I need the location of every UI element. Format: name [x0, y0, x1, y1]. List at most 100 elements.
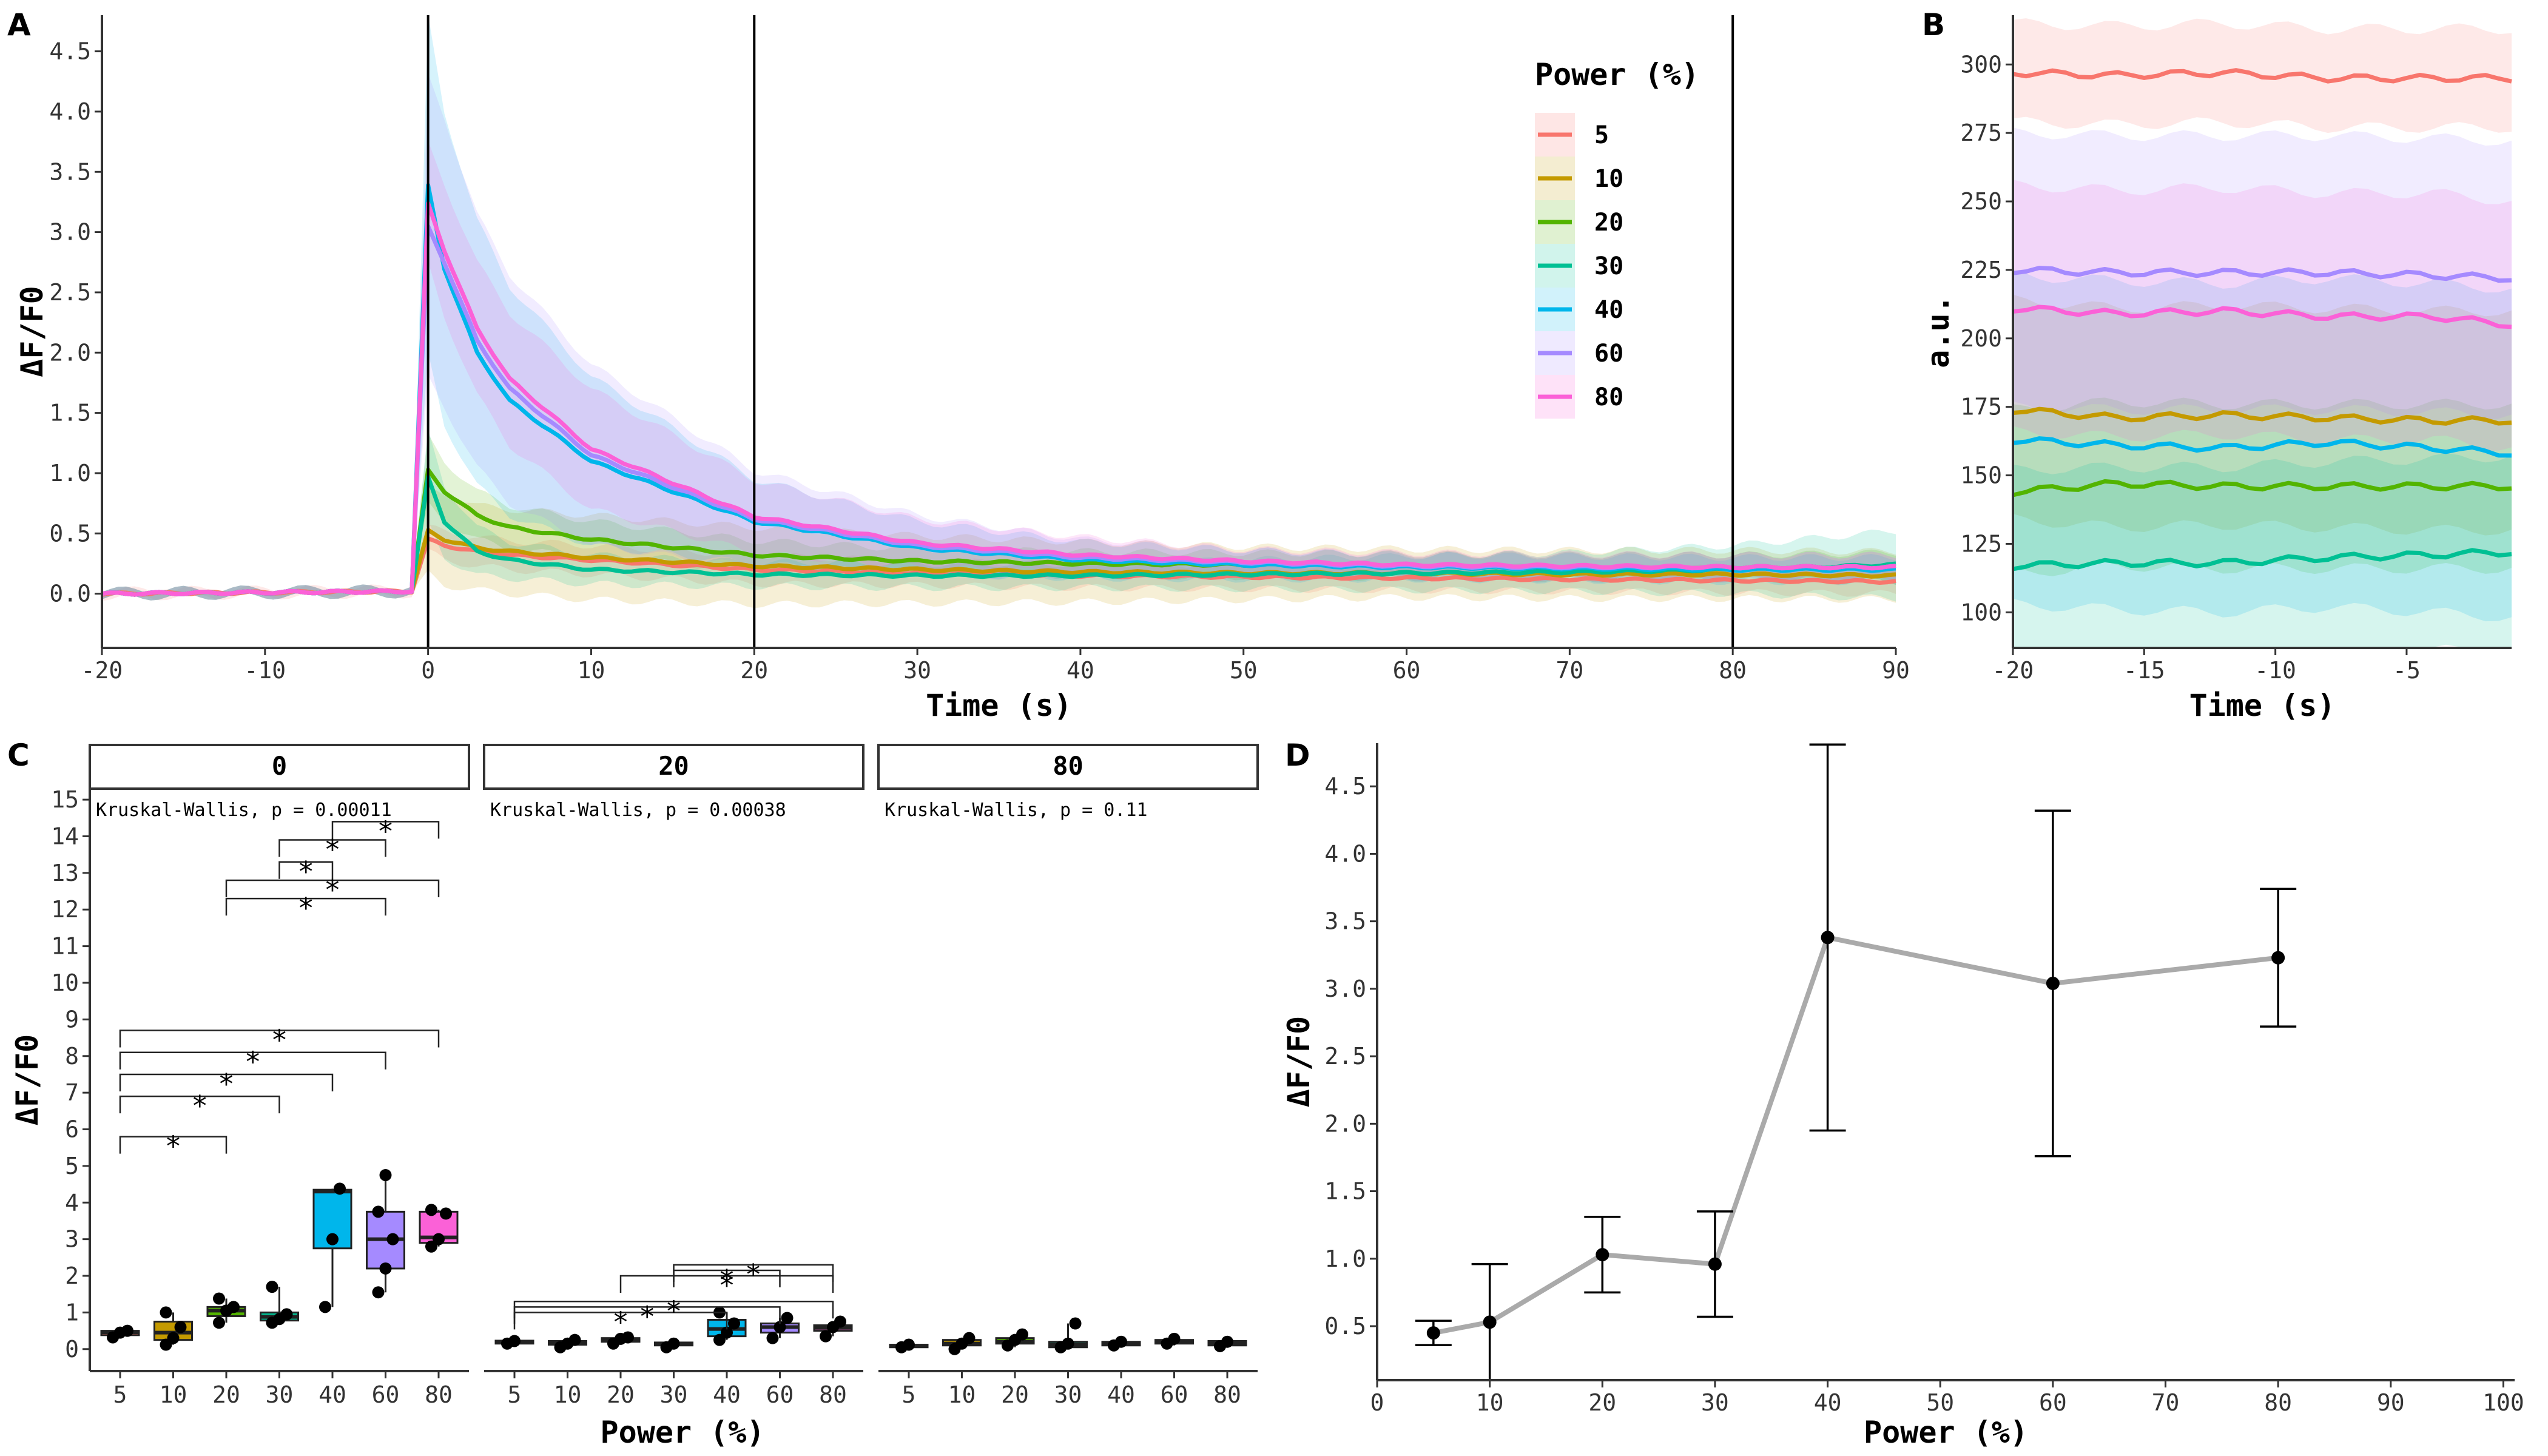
- significance-bracket: [278, 839, 386, 857]
- panel-c-y-tick-label: 2: [65, 1262, 79, 1289]
- panel-c-y-tick-label: 11: [51, 933, 79, 960]
- panel-c-x-tick-label: 40: [1107, 1381, 1135, 1408]
- series-40-line: [2012, 436, 2512, 458]
- data-point: [425, 1204, 437, 1216]
- panel-b-y-tick-label: 175: [1960, 394, 2002, 420]
- panel-d-x-tick-label: 40: [1814, 1389, 1842, 1416]
- significance-star: *: [377, 815, 394, 848]
- panel-c-y-tick-label: 15: [51, 786, 79, 813]
- data-point: [379, 1168, 392, 1181]
- panel-a-y-tick-label: 3.5: [49, 158, 91, 185]
- panel-d-y-tick-label: 1.5: [1324, 1178, 1366, 1205]
- panel-b-x-tick-label: -10: [2254, 657, 2296, 684]
- significance-bracket: [119, 1095, 280, 1114]
- panel-d-y-tick-label: 0.5: [1324, 1313, 1366, 1340]
- significance-bracket: [119, 1030, 440, 1048]
- data-point: [622, 1331, 634, 1344]
- significance-star: *: [297, 892, 314, 925]
- kruskal-wallis-label: Kruskal-Wallis, p = 0.00011: [96, 800, 392, 821]
- series-30-ribbon: [2013, 453, 2512, 648]
- panel-a-y-tick-label: 4.0: [49, 98, 91, 125]
- series-5-ribbon: [102, 524, 1896, 601]
- series-30-line: [2012, 548, 2512, 571]
- data-point: [667, 1337, 680, 1350]
- mean-line: [1433, 935, 2279, 1336]
- panel-label-a: A: [7, 7, 31, 42]
- significance-bracket: [673, 1264, 834, 1282]
- panel-b-x-tick-label: -20: [1992, 657, 2034, 684]
- panel-a-y-tick-label: 0.0: [49, 581, 91, 607]
- significance-bracket: [619, 1275, 834, 1293]
- panel-label-b: B: [1922, 7, 1945, 42]
- panel-a-x-tick-label: 50: [1230, 657, 1258, 684]
- panel-a-x-tick-label: 90: [1882, 657, 1910, 684]
- legend-label-20: 20: [1594, 209, 1623, 237]
- panel-b-x-tick-label: -5: [2393, 657, 2421, 684]
- panel-c-y-tick-label: 13: [51, 860, 79, 886]
- panel-b-y-tick-label: 125: [1960, 530, 2002, 557]
- significance-star: *: [191, 1090, 208, 1122]
- data-point: [372, 1286, 385, 1299]
- panel-c-y-tick-label: 14: [51, 823, 79, 849]
- panel-c-x-tick-label: 20: [1001, 1381, 1029, 1408]
- panel-c-y-tick-label: 6: [65, 1116, 79, 1143]
- panel-a-y-tick-label: 3.0: [49, 219, 91, 246]
- panel-b-y-tick-label: 200: [1960, 325, 2002, 352]
- panel-c-x-tick-label: 80: [819, 1381, 847, 1408]
- panel-c-x-tick-label: 30: [266, 1381, 294, 1408]
- panel-c-x-tick-label: 20: [212, 1381, 240, 1408]
- panel-c-x-tick-label: 60: [1161, 1381, 1188, 1408]
- panel-c-x-tick-label: 80: [425, 1381, 453, 1408]
- significance-bracket: [119, 1136, 228, 1154]
- mean-point: [1821, 931, 1835, 945]
- panel-d-y-tick-label: 4.5: [1324, 773, 1366, 800]
- significance-star: *: [244, 1046, 261, 1079]
- data-point: [433, 1233, 445, 1245]
- data-point: [213, 1292, 225, 1305]
- significance-star: *: [718, 1264, 735, 1296]
- panel-c-x-tick-label: 60: [372, 1381, 400, 1408]
- panel-a-y-tick-label: 0.5: [49, 520, 91, 547]
- data-point: [379, 1262, 392, 1275]
- panel-a-x-tick-label: 30: [903, 657, 931, 684]
- panel-a-x-axis-title: Time (s): [926, 688, 1072, 723]
- panel-a-x-tick-label: 40: [1067, 657, 1094, 684]
- data-point: [280, 1308, 293, 1321]
- panel-c-x-tick-label: 30: [660, 1381, 688, 1408]
- facet-strip: [89, 744, 470, 790]
- data-point: [728, 1317, 740, 1330]
- data-point: [1221, 1335, 1233, 1348]
- mean-point: [2046, 976, 2060, 990]
- series-20-line: [2012, 479, 2512, 497]
- data-point: [440, 1207, 452, 1220]
- panel-b-y-tick-label: 300: [1960, 51, 2002, 78]
- series-10-line: [2012, 406, 2512, 426]
- significance-bracket: [119, 1073, 334, 1091]
- legend-label-60: 60: [1594, 340, 1623, 368]
- mean-point: [2271, 951, 2285, 965]
- data-point: [174, 1321, 187, 1333]
- panel-a-x-tick-label: 80: [1719, 657, 1747, 684]
- panel-d-x-tick-label: 100: [2482, 1389, 2524, 1416]
- panel-a-x-tick-label: -20: [81, 657, 123, 684]
- data-point: [903, 1338, 915, 1351]
- panel-d-y-tick-label: 3.5: [1324, 908, 1366, 935]
- series-80-line: [2012, 305, 2512, 329]
- panel-b-y-tick-label: 150: [1960, 462, 2002, 489]
- panel-d-y-tick-label: 3.0: [1324, 976, 1366, 1002]
- significance-star: *: [639, 1300, 656, 1333]
- data-point: [386, 1233, 399, 1245]
- data-point: [213, 1316, 225, 1329]
- data-point: [1016, 1328, 1028, 1341]
- panel-d-y-axis-title: ΔF/F0: [1281, 1016, 1316, 1108]
- panel-a-y-tick-label: 1.5: [49, 400, 91, 426]
- panel-a-x-tick-label: -10: [244, 657, 286, 684]
- series-60-ribbon: [2013, 127, 2512, 420]
- data-point: [334, 1182, 346, 1195]
- panel-d-x-tick-label: 50: [1926, 1389, 1954, 1416]
- panel-c-x-tick-label: 60: [766, 1381, 794, 1408]
- series-80-ribbon: [102, 141, 1896, 601]
- mean-point: [1708, 1257, 1722, 1271]
